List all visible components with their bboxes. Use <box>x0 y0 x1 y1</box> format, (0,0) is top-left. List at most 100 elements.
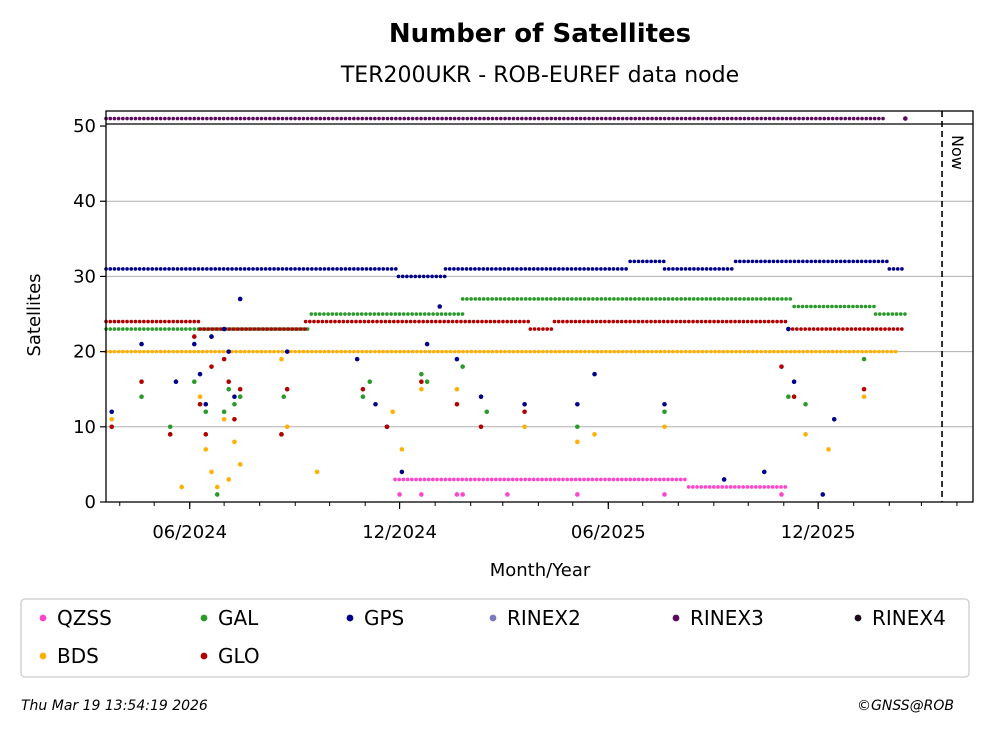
data-point-gps <box>232 394 237 400</box>
legend-label-gal: GAL <box>218 606 259 630</box>
data-point-glo <box>203 432 209 437</box>
data-point-gps <box>592 371 597 377</box>
data-point-gal <box>226 386 232 392</box>
data-point-bds <box>284 424 290 430</box>
data-point-gal <box>424 379 430 384</box>
data-point-glo <box>226 379 232 384</box>
x-tick-label: 12/2024 <box>362 522 437 543</box>
data-point-gal <box>460 364 465 369</box>
x-axis-ticks: 06/2024 12/2024 06/2025 12/2025 <box>119 502 958 543</box>
data-point-glo <box>522 409 527 415</box>
legend-marker-rinex4 <box>854 614 862 622</box>
data-point-gal <box>237 394 243 400</box>
data-point-qzss <box>460 492 465 497</box>
legend-label-qzss: QZSS <box>57 606 112 630</box>
data-point-gal <box>192 379 197 384</box>
legend-label-bds: BDS <box>57 644 99 668</box>
data-point-gps <box>221 326 227 332</box>
data-point-gal <box>281 394 287 400</box>
x-tick-label: 12/2025 <box>781 522 856 543</box>
legend-marker-rinex3 <box>672 614 680 622</box>
data-point-gps <box>437 304 443 309</box>
data-point-gal <box>419 371 424 377</box>
y-tick-label: 30 <box>73 266 96 287</box>
footer-copyright: ©GNSS@ROB <box>857 698 954 714</box>
data-point-bds <box>592 432 597 437</box>
data-point-gal <box>167 424 173 430</box>
data-point-glo <box>237 386 243 392</box>
y-tick-label: 40 <box>73 191 96 212</box>
data-point-gal <box>139 394 144 400</box>
data-point-gps <box>226 349 232 354</box>
footer-timestamp: Thu Mar 19 13:54:19 2026 <box>21 698 208 714</box>
data-point-qzss <box>779 492 784 497</box>
data-point-gps <box>662 401 667 407</box>
legend-label-rinex4: RINEX4 <box>872 606 946 630</box>
data-point-qzss <box>397 492 402 497</box>
legend-marker-bds <box>39 652 47 660</box>
data-point-gal <box>484 409 490 415</box>
legend-marker-glo <box>200 652 208 660</box>
data-point-glo <box>384 424 390 430</box>
data-point-bds <box>454 386 460 392</box>
data-point-gps <box>522 401 527 407</box>
data-point-glo <box>454 401 460 407</box>
data-point-gps <box>424 341 430 347</box>
chart-title: Number of Satellites <box>389 19 691 49</box>
x-tick-label: 06/2025 <box>571 522 646 543</box>
data-point-glo <box>360 386 366 392</box>
data-point-gal <box>786 394 791 400</box>
data-point-gal <box>367 379 373 384</box>
data-point-gps <box>173 379 179 384</box>
data-point-bds <box>575 439 580 445</box>
data-point-glo <box>419 379 424 384</box>
data-point-bds <box>237 462 243 467</box>
data-point-bds <box>419 386 424 392</box>
legend-box <box>20 598 970 678</box>
data-point-bds <box>221 416 227 422</box>
data-point-gps <box>209 334 214 339</box>
data-point-gps <box>399 469 405 475</box>
data-point-bds <box>197 394 203 400</box>
legend-marker-gal <box>200 614 208 622</box>
grid-lines <box>106 200 973 428</box>
data-point-bds <box>399 447 405 452</box>
data-point-gps <box>203 401 209 407</box>
x-tick-label: 06/2024 <box>152 522 227 543</box>
data-point-gps <box>197 371 203 377</box>
now-marker-label: Now <box>948 135 967 170</box>
series-segments <box>104 116 908 489</box>
legend-label-glo: GLO <box>218 644 260 668</box>
data-point-gal <box>861 356 867 362</box>
data-point-bds <box>214 484 220 490</box>
data-point-glo <box>209 364 214 369</box>
x-axis-label: Month/Year <box>490 560 591 581</box>
data-point-gal <box>360 394 366 400</box>
data-point-bds <box>209 469 214 475</box>
plot-frame <box>105 110 974 503</box>
y-axis-label: Satellites <box>24 273 45 356</box>
data-point-gps <box>761 469 767 475</box>
data-point-glo <box>139 379 144 384</box>
data-point-glo <box>221 356 227 362</box>
data-point-glo <box>861 386 867 392</box>
data-point-gps <box>786 326 791 332</box>
legend-label-rinex3: RINEX3 <box>690 606 764 630</box>
data-point-gps <box>192 341 197 347</box>
legend-marker-qzss <box>39 614 47 622</box>
data-point-bds <box>279 356 284 362</box>
data-point-bds <box>803 432 808 437</box>
data-point-gps <box>831 416 837 422</box>
data-point-glo <box>197 401 203 407</box>
data-point-gps <box>237 296 243 302</box>
legend-marker-rinex2 <box>489 614 497 622</box>
legend-marker-gps <box>346 614 354 622</box>
data-point-bds <box>179 484 184 490</box>
y-tick-label: 20 <box>73 342 96 363</box>
y-tick-label: 10 <box>73 417 96 438</box>
data-point-qzss <box>662 492 667 497</box>
data-point-bds <box>203 447 209 452</box>
data-point-gps <box>791 379 797 384</box>
legend-label-gps: GPS <box>364 606 404 630</box>
